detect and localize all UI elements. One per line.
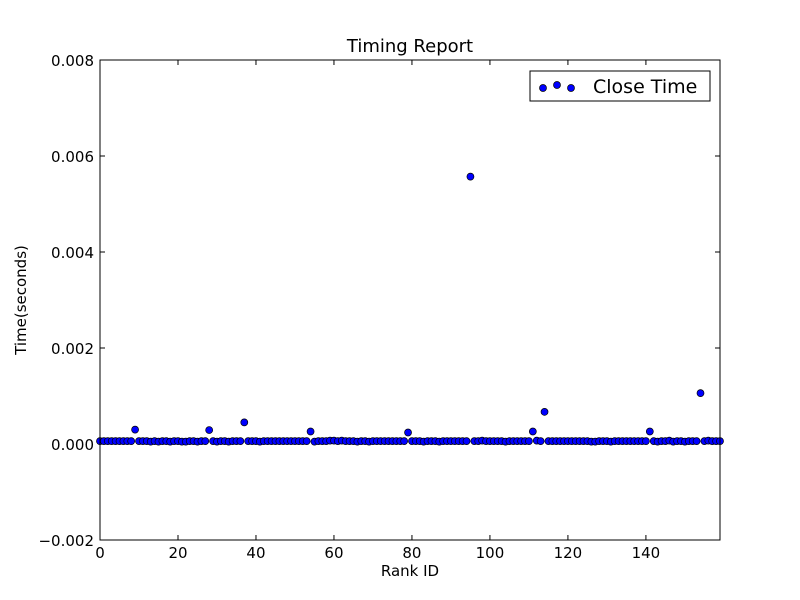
legend-marker-2 [553, 81, 561, 89]
ticks: 0 20 40 60 80 100 120 140 −0.002 0.000 0.002 0.004 0… [38, 52, 720, 562]
data-point [302, 437, 311, 445]
data-point [645, 427, 654, 436]
data-point [525, 437, 533, 445]
data-point [528, 427, 537, 436]
data-point [466, 172, 475, 181]
x-tick-label: 80 [402, 544, 421, 562]
x-tick-label: 120 [554, 544, 583, 562]
data-point [404, 428, 412, 437]
x-tick-label: 140 [632, 544, 661, 562]
data-point [696, 389, 705, 397]
y-tick-label: 0.006 [51, 148, 94, 166]
y-axis-label: Time(seconds) [12, 245, 30, 356]
y-tick-label: 0.002 [51, 340, 94, 358]
data-point [306, 427, 315, 436]
data-point [201, 437, 210, 445]
plot-area-frame [99, 59, 721, 541]
data-point [400, 437, 408, 445]
data-point [236, 437, 245, 445]
data-point [540, 407, 549, 416]
legend-label: Close Time [593, 76, 697, 98]
data-points [96, 172, 724, 446]
x-tick-label: 0 [95, 544, 105, 562]
x-tick-label: 60 [324, 544, 343, 562]
data-point [536, 437, 545, 445]
legend-marker-3 [567, 84, 575, 92]
y-tick-label: 0.004 [51, 244, 94, 262]
y-tick-label: 0.000 [51, 436, 94, 454]
data-point [692, 437, 701, 445]
data-point [462, 437, 471, 445]
legend: Close Time [529, 70, 711, 102]
x-axis-label: Rank ID [381, 562, 439, 580]
data-point [131, 425, 139, 434]
y-tick-label: −0.002 [38, 532, 94, 550]
chart-title: Timing Report [346, 36, 473, 57]
data-point [205, 426, 214, 434]
x-tick-label: 40 [246, 544, 265, 562]
data-point [642, 437, 650, 445]
data-point [127, 437, 136, 445]
y-tick-label: 0.008 [51, 52, 94, 70]
x-tick-label: 100 [476, 544, 505, 562]
legend-marker-1 [539, 84, 547, 92]
data-point [240, 418, 249, 427]
x-tick-label: 20 [168, 544, 187, 562]
